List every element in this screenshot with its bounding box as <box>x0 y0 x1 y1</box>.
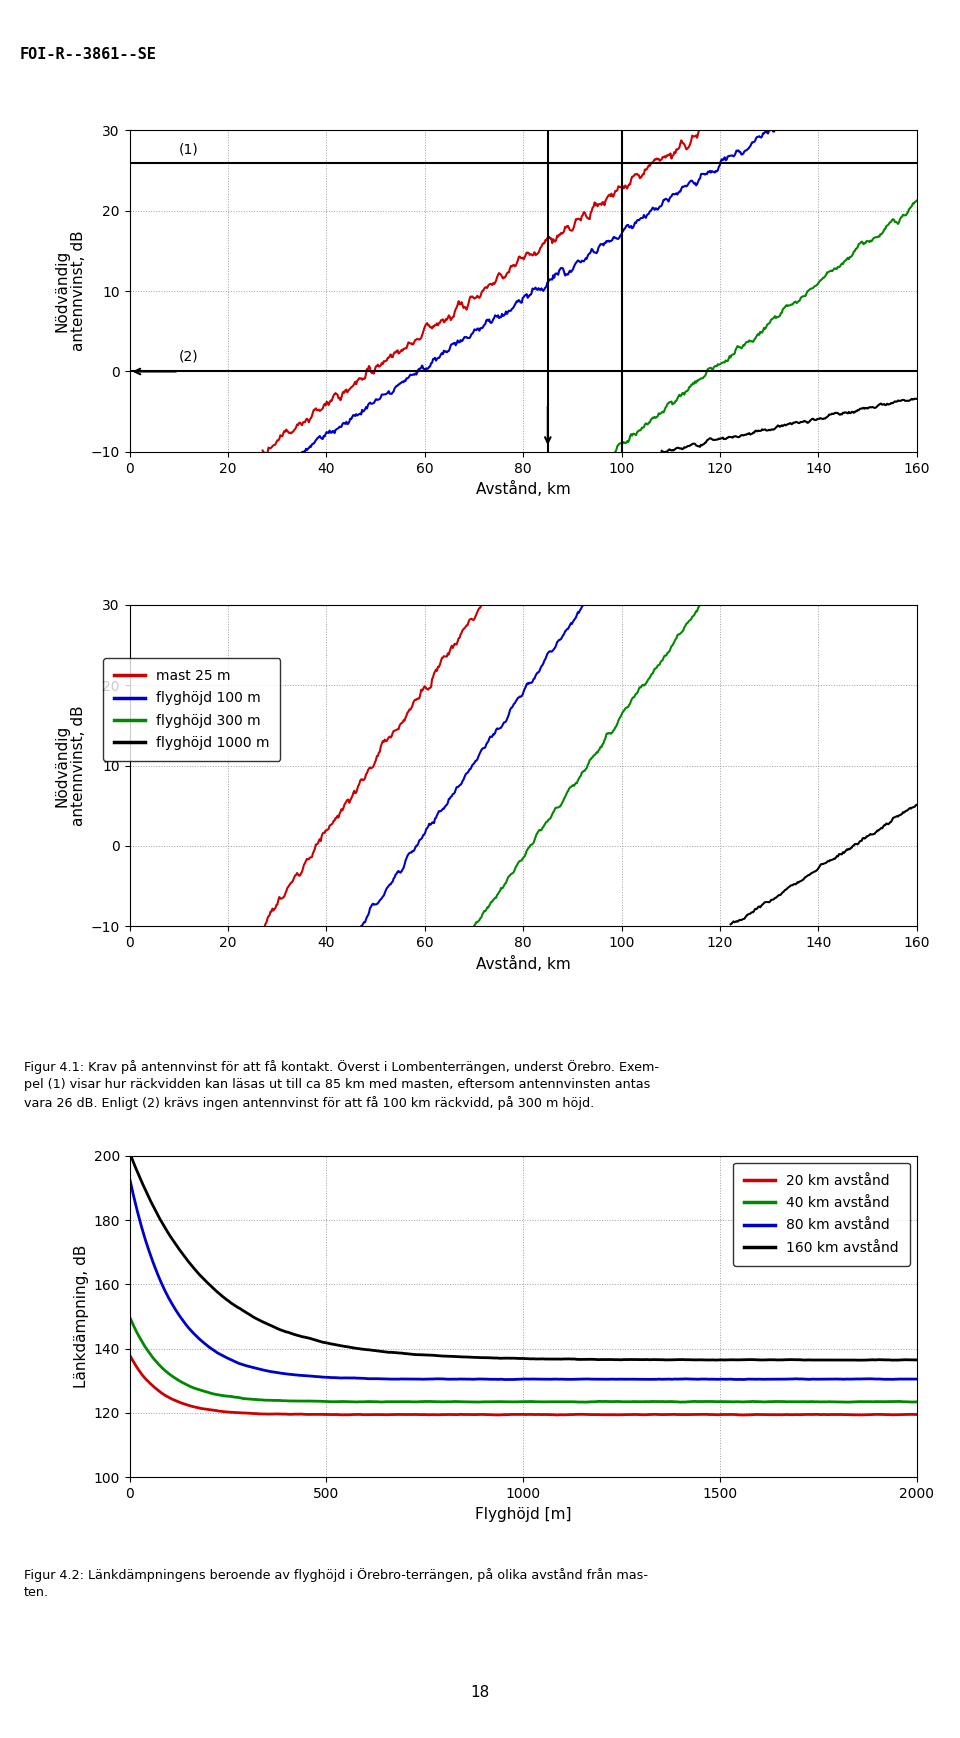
160 km avstånd <box>588 1349 599 1370</box>
20 km avstånd <box>480 1404 492 1425</box>
80 km avstånd <box>651 1370 662 1390</box>
Text: 18: 18 <box>470 1684 490 1700</box>
X-axis label: Flyghöjd [m]: Flyghöjd [m] <box>475 1507 571 1521</box>
40 km avstånd <box>480 1392 492 1413</box>
Text: Figur 4.1: Krav på antennvinst för att få kontakt. Överst i Lombenterrängen, und: Figur 4.1: Krav på antennvinst för att f… <box>24 1060 659 1109</box>
Legend: mast 25 m, flyghöjd 100 m, flyghöjd 300 m, flyghöjd 1000 m: mast 25 m, flyghöjd 100 m, flyghöjd 300 … <box>103 659 280 761</box>
20 km avstånd <box>716 1404 728 1425</box>
160 km avstånd <box>911 1349 923 1370</box>
Text: (2): (2) <box>179 349 199 363</box>
160 km avstånd <box>716 1349 728 1370</box>
40 km avstånd <box>839 1392 851 1413</box>
80 km avstånd <box>480 1370 492 1390</box>
20 km avstånd <box>911 1404 923 1425</box>
20 km avstånd <box>263 1404 275 1425</box>
20 km avstånd <box>650 1404 661 1425</box>
80 km avstånd <box>124 1168 135 1189</box>
Text: FOI-R--3861--SE: FOI-R--3861--SE <box>19 47 156 63</box>
Line: 20 km avstånd: 20 km avstånd <box>130 1356 917 1415</box>
Text: Figur 4.2: Länkdämpningens beroende av flyghöjd i Örebro-terrängen, på olika avs: Figur 4.2: Länkdämpningens beroende av f… <box>24 1568 648 1599</box>
40 km avstånd <box>263 1390 275 1411</box>
40 km avstånd <box>716 1390 728 1411</box>
20 km avstånd <box>588 1404 599 1425</box>
80 km avstånd <box>589 1370 601 1390</box>
Y-axis label: Länkdämpning, dB: Länkdämpning, dB <box>74 1244 89 1389</box>
Y-axis label: Nödvändig
antennvinst, dB: Nödvändig antennvinst, dB <box>54 706 86 826</box>
80 km avstånd <box>718 1370 730 1390</box>
160 km avstånd <box>263 1314 275 1335</box>
160 km avstånd <box>326 1333 338 1354</box>
X-axis label: Avstånd, km: Avstånd, km <box>476 481 570 497</box>
160 km avstånd <box>124 1142 135 1163</box>
Line: 80 km avstånd: 80 km avstånd <box>130 1178 917 1380</box>
20 km avstånd <box>326 1404 338 1425</box>
Line: 40 km avstånd: 40 km avstånd <box>130 1317 917 1403</box>
Text: (1): (1) <box>179 143 199 156</box>
Y-axis label: Nödvändig
antennvinst, dB: Nödvändig antennvinst, dB <box>54 231 86 351</box>
Line: 160 km avstånd: 160 km avstånd <box>130 1152 917 1361</box>
160 km avstånd <box>480 1347 492 1368</box>
40 km avstånd <box>650 1390 661 1411</box>
80 km avstånd <box>326 1368 338 1389</box>
Legend: 20 km avstånd, 40 km avstånd, 80 km avstånd, 160 km avstånd: 20 km avstånd, 40 km avstånd, 80 km avst… <box>733 1163 910 1265</box>
40 km avstånd <box>326 1390 338 1411</box>
40 km avstånd <box>124 1307 135 1328</box>
160 km avstånd <box>852 1350 863 1371</box>
X-axis label: Avstånd, km: Avstånd, km <box>476 956 570 972</box>
80 km avstånd <box>911 1368 923 1389</box>
160 km avstånd <box>650 1349 661 1370</box>
20 km avstånd <box>124 1345 135 1366</box>
20 km avstånd <box>736 1404 748 1425</box>
40 km avstånd <box>911 1392 923 1413</box>
40 km avstånd <box>588 1392 599 1413</box>
80 km avstånd <box>502 1370 514 1390</box>
80 km avstånd <box>263 1361 275 1382</box>
